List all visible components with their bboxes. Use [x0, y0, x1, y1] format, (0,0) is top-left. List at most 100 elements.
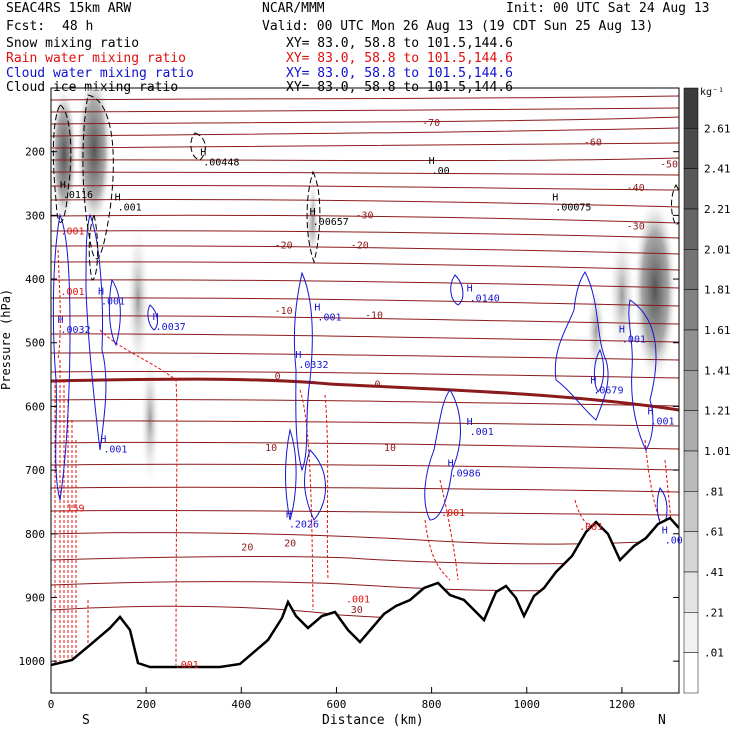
- forecast-hours: 48 h: [62, 19, 94, 34]
- rain-contours: [54, 249, 673, 666]
- cloud-water-label: .001: [101, 297, 125, 308]
- x-tick-label: 200: [136, 698, 156, 711]
- x-tick-label: 1000: [514, 698, 541, 711]
- temperature-contour-label: 0: [375, 379, 381, 390]
- colorbar-label: .01: [704, 647, 724, 660]
- max-marker: H: [647, 406, 653, 417]
- max-marker: H: [467, 417, 473, 428]
- max-marker: H: [98, 287, 104, 298]
- organization: NCAR/MMM: [262, 1, 325, 16]
- field-cloud-water-xy: XY= 83.0, 58.8 to 101.5,144.6: [286, 66, 513, 81]
- max-marker: H: [295, 350, 301, 361]
- max-marker: H: [590, 376, 596, 387]
- temperature-contour-label: 10: [265, 443, 277, 454]
- ice-label: .001: [118, 202, 142, 213]
- colorbar-swatch: [683, 168, 699, 210]
- y-tick-label: 400: [25, 273, 45, 286]
- cloud-water-label: .0032: [61, 325, 91, 336]
- x-tick-label: 0: [48, 698, 55, 711]
- plot-frame: [50, 87, 680, 694]
- ice-label: .00: [432, 166, 450, 177]
- colorbar-label: 1.41: [704, 364, 731, 377]
- colorbar-swatch: [683, 208, 699, 250]
- y-tick-label: 1000: [19, 655, 46, 668]
- rain-contour-label: .001: [175, 660, 199, 671]
- max-marker: H: [662, 525, 668, 536]
- snow-shading-7: [633, 195, 677, 385]
- init-time: Init: 00 UTC Sat 24 Aug 13: [506, 1, 710, 16]
- field-rain-xy: XY= 83.0, 58.8 to 101.5,144.6: [286, 51, 513, 66]
- temperature-contour-label: 30: [351, 605, 363, 616]
- y-tick-label: 700: [25, 464, 45, 477]
- max-marker: H: [286, 509, 292, 520]
- cloud-water-label: .001: [317, 312, 341, 323]
- cloud-water-contours: [52, 213, 668, 529]
- ice-label: .00448: [203, 158, 239, 169]
- x-tick-label: 800: [422, 698, 442, 711]
- temperature-contour-label: 0: [275, 372, 281, 383]
- colorbar-label: 2.61: [704, 122, 731, 135]
- max-marker: H: [619, 325, 625, 336]
- y-tick-label: 600: [25, 400, 45, 413]
- colorbar-label: .81: [704, 485, 724, 498]
- cloud-water-label: .0037: [156, 322, 186, 333]
- colorbar-label: 1.61: [704, 324, 731, 337]
- snow-shading-1: [51, 88, 77, 225]
- cloud-water-label: .001: [665, 535, 689, 546]
- field-rain-name: Rain water mixing ratio: [6, 51, 187, 66]
- colorbar-swatch: [683, 450, 699, 492]
- x-axis-ticks: 0 200 400 600 800 1000 1200: [48, 687, 635, 711]
- colorbar-unit: g kg⁻¹: [688, 87, 725, 98]
- temperature-contour-label: -30: [627, 221, 645, 232]
- max-marker: H: [115, 192, 121, 203]
- rain-contour-label: .001: [61, 287, 85, 298]
- y-tick-label: 900: [25, 591, 45, 604]
- colorbar-label: .41: [704, 566, 724, 579]
- x-end-label-north: N: [658, 713, 666, 728]
- colorbar-swatch: [683, 652, 699, 694]
- temperature-contour-label: -30: [355, 211, 373, 222]
- colorbar-swatch: [683, 612, 699, 653]
- terrain-line: [51, 516, 679, 669]
- colorbar: 2.61 2.41 2.21 2.01 1.81 1.61 1.41 1.21 1.01 .81.…: [683, 87, 731, 694]
- y-tick-label: 300: [25, 209, 45, 222]
- colorbar-swatch: [683, 87, 699, 129]
- ice-label: .0116: [63, 190, 93, 201]
- x-tick-label: 1200: [609, 698, 636, 711]
- colorbar-label: .21: [704, 606, 724, 619]
- snow-shading-3: [126, 220, 150, 380]
- colorbar-label: 1.21: [704, 405, 731, 418]
- x-tick-label: 400: [231, 698, 251, 711]
- model-title: SEAC4RS 15km ARW: [6, 1, 132, 16]
- rain-contour-label: .001: [346, 595, 370, 606]
- cloud-water-label: .2026: [289, 519, 319, 530]
- snow-shading-9: [140, 350, 160, 490]
- cloud-water-label: .0679: [593, 386, 623, 397]
- max-marker: H: [60, 180, 66, 191]
- max-marker: H: [314, 302, 320, 313]
- field-snow-name: Snow mixing ratio: [6, 36, 140, 51]
- cloud-water-label: .001: [650, 416, 674, 427]
- field-snow-xy: XY= 83.0, 58.8 to 101.5,144.6: [286, 36, 513, 51]
- colorbar-swatch: [683, 491, 699, 532]
- colorbar-label: 1.81: [704, 284, 731, 297]
- y-tick-label: 200: [25, 146, 45, 159]
- colorbar-swatch: [683, 329, 699, 371]
- colorbar-swatch: [683, 289, 699, 331]
- temperature-contour-label: 10: [384, 443, 396, 454]
- temperature-contours: [51, 95, 679, 621]
- x-tick-label: 600: [327, 698, 347, 711]
- cloud-water-label: .0986: [451, 468, 481, 479]
- temperature-contour-label: -70: [422, 118, 440, 129]
- cloud-water-label: .001: [622, 335, 646, 346]
- colorbar-label: 2.41: [704, 163, 731, 176]
- cloud-water-label: .001: [103, 444, 127, 455]
- snow-shading-2: [76, 88, 112, 230]
- temperature-contour-label: 20: [284, 539, 296, 550]
- colorbar-swatch: [683, 410, 699, 452]
- colorbar-swatch: [683, 128, 699, 169]
- colorbar-swatch: [683, 571, 699, 613]
- rain-contour-label: .001: [61, 226, 85, 237]
